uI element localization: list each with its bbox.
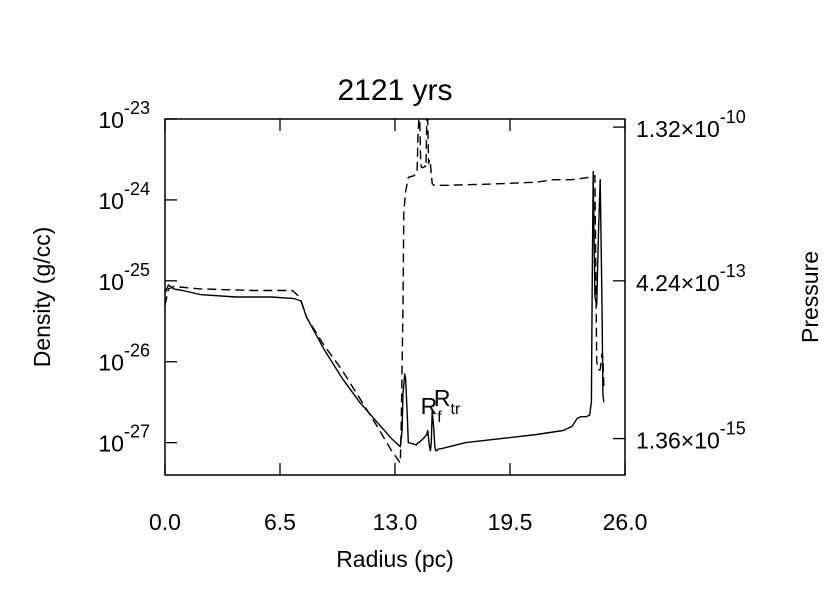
series-line-pressure: [164, 118, 605, 464]
y-right-tick-label: 4.24×10-13: [636, 261, 746, 296]
x-tick-label: 19.5: [488, 509, 533, 535]
y-left-tick-label: 10-23: [98, 98, 150, 133]
x-tick-label: 26.0: [603, 509, 648, 535]
y-left-tick-label: 10-27: [98, 422, 150, 457]
y-left-tick-exponent: -27: [124, 422, 150, 442]
annotation-Rf: Rf: [421, 393, 443, 426]
y-right-tick-exponent: -13: [720, 261, 746, 281]
left-y-axis-label: Density (g/cc): [29, 227, 55, 368]
x-axis-label: Radius (pc): [336, 546, 454, 572]
y-left-tick-exponent: -26: [124, 341, 150, 361]
chart-title: 2121 yrs: [337, 74, 452, 107]
y-left-tick-base: 10: [98, 188, 124, 214]
annotation-subscript: tr: [451, 401, 461, 418]
y-right-tick-exponent: -15: [720, 419, 746, 439]
series-group: [164, 118, 605, 464]
y-right-tick-mantissa: 1.32×10: [636, 116, 720, 142]
right-y-axis-label: Pressure: [797, 251, 823, 343]
x-tick-label: 0.0: [149, 509, 181, 535]
y-left-tick-base: 10: [98, 350, 124, 376]
x-tick-label: 6.5: [264, 509, 296, 535]
y-left-tick-base: 10: [98, 269, 124, 295]
y-left-tick-base: 10: [98, 107, 124, 133]
y-left-tick-exponent: -24: [124, 179, 150, 199]
y-left-tick-exponent: -23: [124, 98, 150, 118]
x-tick-label: 13.0: [373, 509, 418, 535]
annotation-subscript: f: [437, 409, 442, 426]
y-left-tick-base: 10: [98, 431, 124, 457]
y-right-tick-label: 1.32×10-10: [636, 107, 746, 142]
x-axis: 0.0 6.5 13.0 19.5 26.0: [149, 119, 647, 535]
y-right-tick-label: 1.36×10-15: [636, 419, 746, 454]
y-left-tick-exponent: -25: [124, 260, 150, 280]
y-left-tick-label: 10-25: [98, 260, 150, 295]
right-y-axis: 1.32×10-10 4.24×10-13 1.36×10-15: [613, 107, 746, 454]
y-right-tick-mantissa: 1.36×10: [636, 428, 720, 454]
y-left-tick-label: 10-26: [98, 341, 150, 376]
annotation-base: R: [421, 393, 438, 419]
annotation-base: R: [434, 385, 451, 411]
annotation-Rtr: Rtr: [434, 385, 461, 418]
y-right-tick-mantissa: 4.24×10: [636, 270, 720, 296]
y-right-tick-exponent: -10: [720, 107, 746, 127]
y-left-tick-label: 10-24: [98, 179, 150, 214]
series-line-density: [164, 170, 605, 452]
